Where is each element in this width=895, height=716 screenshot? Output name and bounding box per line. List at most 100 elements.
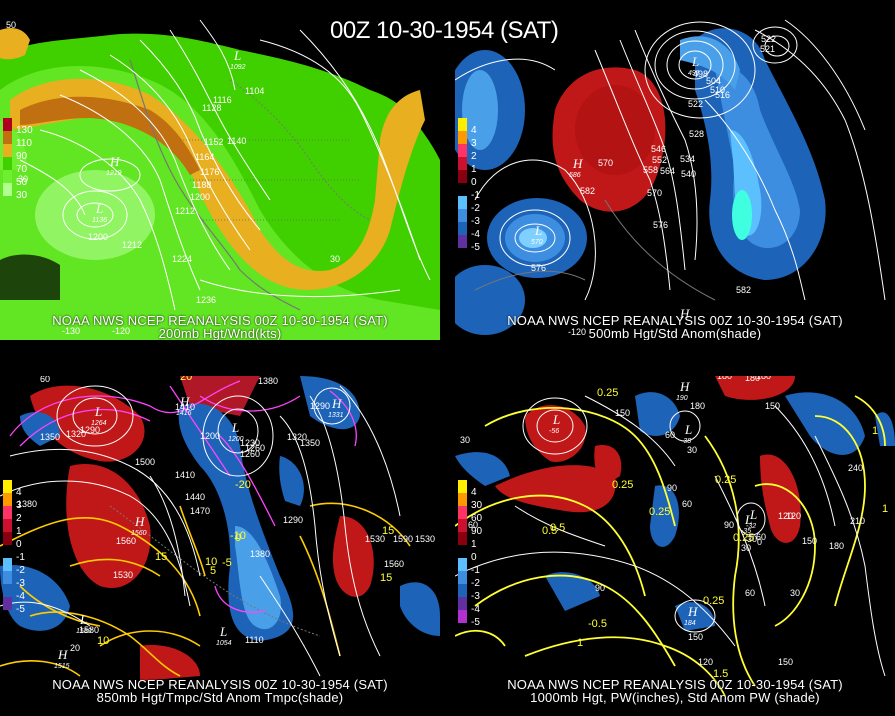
- legend-label: 1: [16, 526, 22, 537]
- temperature-label: 10: [97, 635, 109, 647]
- legend-swatch: [3, 597, 12, 610]
- center-value: 1219: [106, 170, 122, 177]
- latitude-label: 30: [18, 174, 28, 184]
- contour-label: 1212: [175, 206, 195, 216]
- pw-label: 0.25: [703, 595, 724, 607]
- contour-label: 1380: [258, 376, 278, 386]
- center-value: 1331: [328, 412, 344, 419]
- contour-label: 150: [615, 408, 630, 418]
- contour-label: 60: [665, 430, 675, 440]
- contour-label: 1320: [287, 432, 307, 442]
- contour-label: 1500: [135, 457, 155, 467]
- contour-label: 30: [460, 435, 470, 445]
- contour-label: 1152: [204, 137, 223, 147]
- legend-label: -5: [471, 617, 480, 628]
- contour-label: 1224: [172, 254, 192, 264]
- contour-label: 150: [778, 657, 793, 667]
- contour-label: 1200: [200, 431, 220, 441]
- contour-label: 1164: [195, 152, 214, 162]
- legend-swatch: [458, 144, 467, 157]
- contour-label: 1350: [300, 438, 320, 448]
- low-center: L: [233, 48, 241, 63]
- legend-label: 0: [471, 552, 477, 563]
- low-center: L: [534, 223, 542, 238]
- legend-swatch: [458, 131, 467, 144]
- legend-swatch: [3, 506, 12, 519]
- legend-label: -3: [16, 578, 25, 589]
- center-value: 190: [676, 395, 688, 402]
- temperature-label: 10: [205, 556, 217, 568]
- legend-swatch: [458, 519, 467, 532]
- contour-label: 558: [643, 165, 658, 175]
- contour-label: 60: [745, 588, 755, 598]
- contour-label: 1320: [66, 429, 86, 439]
- contour-label: 1380: [250, 549, 270, 559]
- contour-label: 120: [786, 511, 801, 521]
- legend-swatch: [3, 183, 12, 196]
- panel-850mb-height-temp: 1380 1410 1350 1320 1290 1200 1230 1260 1320 1350…: [0, 376, 440, 716]
- temperature-label: 15: [380, 572, 392, 584]
- longitude-label: -120: [568, 327, 586, 337]
- panel-1000mb-height-pw: 150 180 150 60 30 30 60 90 60 120 90 30 60 0 -30 120 150…: [455, 376, 895, 716]
- legend-label: 110: [16, 138, 32, 149]
- temperature-label: -5: [222, 557, 232, 569]
- low-center: L: [95, 201, 103, 216]
- caption-line-1: NOAA NWS NCEP REANALYSIS 00Z 10-30-1954 …: [52, 677, 388, 692]
- legend-label: -2: [16, 565, 25, 576]
- legend-swatch: [3, 170, 12, 183]
- legend-label: -1: [471, 190, 480, 201]
- legend-swatch: [458, 597, 467, 610]
- pw-label: -0.5: [588, 618, 607, 630]
- legend-label: -3: [471, 591, 480, 602]
- contour-label: 521: [760, 44, 775, 54]
- center-value: 1200: [228, 436, 244, 443]
- contour-label: 60: [756, 532, 766, 542]
- longitude-label: 180: [756, 376, 771, 381]
- center-value: -38: [681, 438, 691, 445]
- center-value: 491: [688, 70, 700, 77]
- anomaly-legend-850mb: 4 3 2 1 0 -1 -2 -3 -4 -5: [3, 480, 25, 615]
- anomaly-legend-1000mb: 4 30 60 90 1 0 -1 -2 -3 -4 -5: [458, 480, 482, 628]
- contour-label: 1290: [310, 401, 330, 411]
- legend-label: 60: [471, 513, 483, 524]
- legend-swatch: [458, 222, 467, 235]
- legend-label: -5: [16, 604, 25, 615]
- contour-label: 180: [690, 401, 705, 411]
- legend-swatch: [458, 196, 467, 209]
- high-center: H: [179, 394, 190, 409]
- pw-label: 0.25: [733, 532, 754, 544]
- caption-line-1: NOAA NWS NCEP REANALYSIS 00Z 10-30-1954 …: [507, 313, 843, 328]
- anomaly-legend-500mb: 4 3 2 1 0 -1 -2 -3 -4 -5: [458, 118, 480, 253]
- contour-label: 1104: [245, 86, 264, 96]
- legend-swatch: [3, 558, 12, 571]
- pw-label: 1: [882, 503, 888, 515]
- contour-label: 90: [667, 483, 677, 493]
- contour-label: 522: [688, 99, 703, 109]
- contour-label: 570: [647, 188, 662, 198]
- legend-label: -3: [471, 216, 480, 227]
- longitude-label: 180: [717, 376, 732, 381]
- contour-label: 582: [580, 186, 595, 196]
- legend-label: 4: [471, 125, 477, 136]
- low-center: L: [94, 404, 102, 419]
- contour-label: 180: [745, 376, 760, 383]
- legend-swatch: [458, 610, 467, 623]
- caption-line-1: NOAA NWS NCEP REANALYSIS 00Z 10-30-1954 …: [507, 677, 843, 692]
- caption-line-2: 500mb Hgt/Std Anom(shade): [588, 326, 762, 340]
- contour-label: 1350: [40, 432, 60, 442]
- pw-label: 1: [577, 637, 583, 649]
- panel-500mb-height-anomaly: 522 528 534 540 546 552 558 564 570 576 582 582 576 5…: [455, 0, 895, 340]
- contour-label: 240: [848, 463, 863, 473]
- contour-label: 60: [682, 499, 692, 509]
- temperature-label: 15: [155, 551, 167, 563]
- contour-label: 150: [802, 536, 817, 546]
- legend-swatch: [458, 506, 467, 519]
- contour-label: 570: [598, 158, 613, 168]
- legend-swatch: [458, 571, 467, 584]
- contour-label: 1530: [113, 570, 133, 580]
- temperature-label: 0: [235, 532, 241, 544]
- legend-label: 4: [16, 487, 22, 498]
- legend-swatch: [458, 209, 467, 222]
